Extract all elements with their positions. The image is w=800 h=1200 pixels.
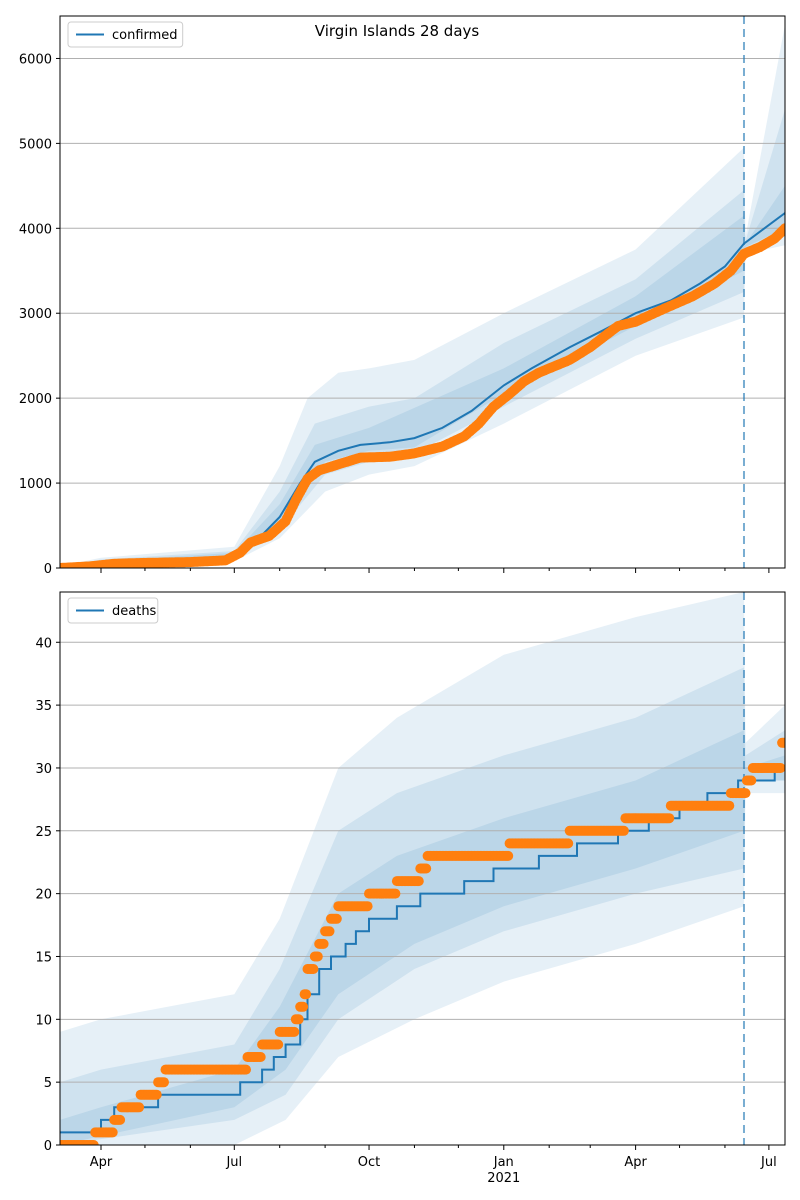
plot-frame	[59, 15, 786, 569]
observed-point	[503, 850, 514, 861]
y-tick-label: 35	[35, 699, 52, 714]
y-tick-label: 1000	[19, 477, 52, 492]
observed-point	[740, 788, 751, 799]
y-tick-label: 20	[35, 888, 52, 903]
y-tick-label: 6000	[19, 52, 52, 67]
observed-point	[289, 1026, 300, 1037]
observed-point	[312, 951, 323, 962]
observed-point	[324, 926, 335, 937]
observed-point	[390, 888, 401, 899]
legend: deaths	[67, 597, 159, 624]
observed-point	[308, 964, 319, 974]
y-tick-label: 15	[35, 950, 52, 965]
y-tick-label: 5	[44, 1076, 52, 1091]
plot-frame	[59, 591, 786, 1146]
observed-point	[362, 901, 373, 912]
observed-point	[775, 763, 785, 773]
observed-point	[88, 1140, 99, 1145]
confirmed-panel: 0 1000 2000 3000 4000 5000 6000 confirmed	[19, 15, 786, 577]
observed-point	[421, 863, 432, 874]
y-tick-label: 30	[35, 762, 52, 777]
legend-label: confirmed	[112, 28, 178, 43]
observed-point	[563, 838, 574, 849]
legend: confirmed	[67, 21, 184, 48]
y-tick-label: 40	[35, 636, 52, 651]
plot-area	[60, 16, 785, 568]
observed-point	[298, 1001, 309, 1012]
x-tick-label: Jul	[225, 1155, 242, 1170]
deaths-step-line	[60, 767, 785, 1134]
legend-label: deaths	[112, 604, 157, 619]
y-tick-label: 2000	[19, 392, 52, 407]
observed-point	[151, 1089, 162, 1100]
y-tick-label: 25	[35, 825, 52, 840]
x-tick-label: Jul	[760, 1155, 777, 1170]
y-tick-label: 5000	[19, 137, 52, 152]
observed-point	[618, 825, 629, 836]
observed-point	[293, 1014, 304, 1025]
observed-point	[159, 1077, 169, 1088]
chart-title: Virgin Islands 28 days	[315, 22, 480, 40]
observed-point	[780, 737, 785, 748]
observed-point	[273, 1039, 284, 1050]
observed-point	[724, 800, 735, 811]
observed-point	[746, 775, 757, 786]
observed-point	[664, 813, 675, 824]
x-tick-label: Oct	[358, 1155, 380, 1170]
observed-point	[255, 1052, 266, 1062]
plot-area	[60, 592, 785, 1145]
y-tick-label: 3000	[19, 307, 52, 322]
observed-point	[301, 989, 312, 1000]
observed-point	[413, 876, 424, 887]
deaths-panel: 0 5 10 15 20 25 30 35 40 deaths	[35, 591, 786, 1154]
observed-point	[107, 1127, 118, 1138]
observed-point	[241, 1064, 251, 1075]
legend-box	[67, 21, 184, 48]
observed-point	[134, 1102, 145, 1113]
legend-box	[67, 597, 159, 624]
observed-point	[115, 1114, 126, 1125]
x-tick-label: Apr	[90, 1155, 113, 1170]
uncertainty-band-middle	[60, 667, 785, 1145]
x-tick-label: Apr	[624, 1155, 647, 1170]
y-tick-label: 4000	[19, 222, 52, 237]
observed-point	[318, 938, 329, 949]
observed-point	[331, 913, 342, 924]
observed-point	[780, 223, 785, 234]
uncertainty-band-outer	[60, 24, 785, 568]
x-tick-label: Jan	[493, 1155, 514, 1170]
y-tick-label: 0	[44, 1139, 52, 1154]
y-tick-label: 0	[44, 562, 52, 577]
x-year-label: 2021	[487, 1171, 520, 1186]
y-tick-label: 10	[35, 1013, 52, 1028]
